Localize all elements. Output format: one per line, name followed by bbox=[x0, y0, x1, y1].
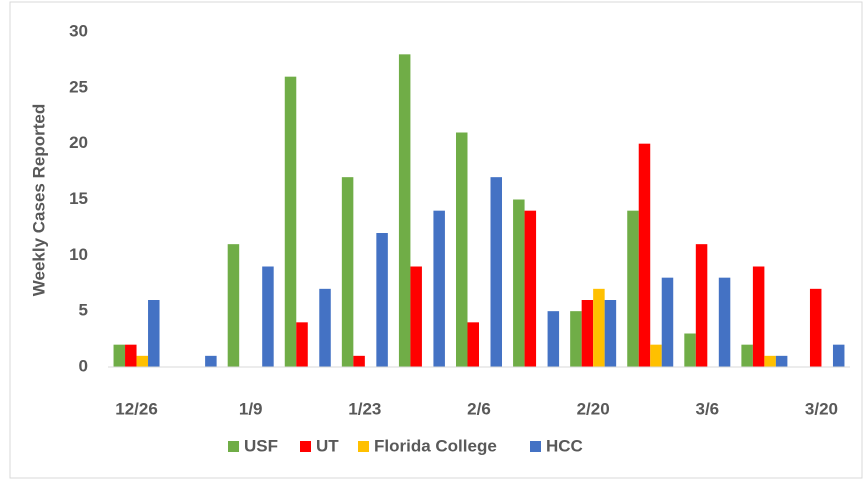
bar bbox=[376, 233, 388, 367]
y-tick-label: 15 bbox=[69, 189, 88, 208]
bar bbox=[570, 311, 582, 367]
bar bbox=[410, 266, 422, 367]
x-tick-label: 3/6 bbox=[695, 399, 719, 418]
bar bbox=[581, 300, 594, 367]
bar bbox=[262, 266, 274, 367]
legend-swatch bbox=[300, 441, 311, 452]
y-tick-label: 30 bbox=[69, 21, 88, 40]
bar bbox=[456, 132, 468, 367]
bar bbox=[695, 244, 708, 367]
bar bbox=[593, 288, 605, 367]
y-tick-label: 25 bbox=[69, 77, 88, 96]
bar bbox=[284, 76, 297, 368]
y-tick-label: 20 bbox=[69, 133, 88, 152]
bar bbox=[296, 322, 308, 367]
x-tick-label: 12/26 bbox=[115, 399, 158, 418]
bar bbox=[136, 355, 149, 367]
bar bbox=[604, 300, 617, 367]
y-tick-label: 10 bbox=[69, 245, 88, 264]
bar bbox=[775, 355, 788, 367]
bar bbox=[113, 344, 126, 367]
legend-label: USF bbox=[244, 436, 278, 455]
x-tick-label: 1/23 bbox=[348, 399, 381, 418]
bar bbox=[148, 300, 160, 367]
bar bbox=[341, 177, 354, 367]
bar bbox=[490, 177, 502, 367]
bar bbox=[547, 311, 560, 367]
bar bbox=[764, 355, 776, 367]
bar bbox=[684, 333, 696, 367]
bar bbox=[319, 288, 331, 367]
bar bbox=[661, 277, 674, 367]
bar bbox=[752, 266, 765, 367]
legend-label: Florida College bbox=[374, 436, 497, 455]
bar bbox=[513, 199, 525, 367]
bar bbox=[125, 344, 137, 367]
bar bbox=[832, 344, 845, 367]
x-tick-label: 2/20 bbox=[577, 399, 610, 418]
bar bbox=[809, 288, 822, 367]
y-tick-label: 5 bbox=[79, 301, 88, 320]
bar bbox=[227, 244, 240, 367]
bar bbox=[718, 277, 731, 367]
bar bbox=[205, 355, 217, 367]
x-tick-label: 1/9 bbox=[239, 399, 263, 418]
x-tick-label: 2/6 bbox=[467, 399, 491, 418]
bar bbox=[433, 210, 445, 367]
legend-label: HCC bbox=[546, 436, 583, 455]
bar bbox=[398, 54, 411, 367]
x-tick-label: 3/20 bbox=[805, 399, 838, 418]
legend-swatch bbox=[530, 441, 541, 452]
y-tick-label: 0 bbox=[79, 356, 88, 375]
legend-swatch bbox=[358, 441, 369, 452]
bar bbox=[467, 322, 479, 367]
legend-swatch bbox=[228, 441, 239, 452]
bar bbox=[353, 355, 365, 367]
bar bbox=[638, 143, 651, 367]
y-axis-title: Weekly Cases Reported bbox=[29, 104, 48, 296]
bar bbox=[627, 210, 639, 367]
bar bbox=[741, 344, 753, 367]
bar bbox=[524, 210, 537, 367]
bar bbox=[650, 344, 662, 367]
legend-label: UT bbox=[316, 436, 339, 455]
